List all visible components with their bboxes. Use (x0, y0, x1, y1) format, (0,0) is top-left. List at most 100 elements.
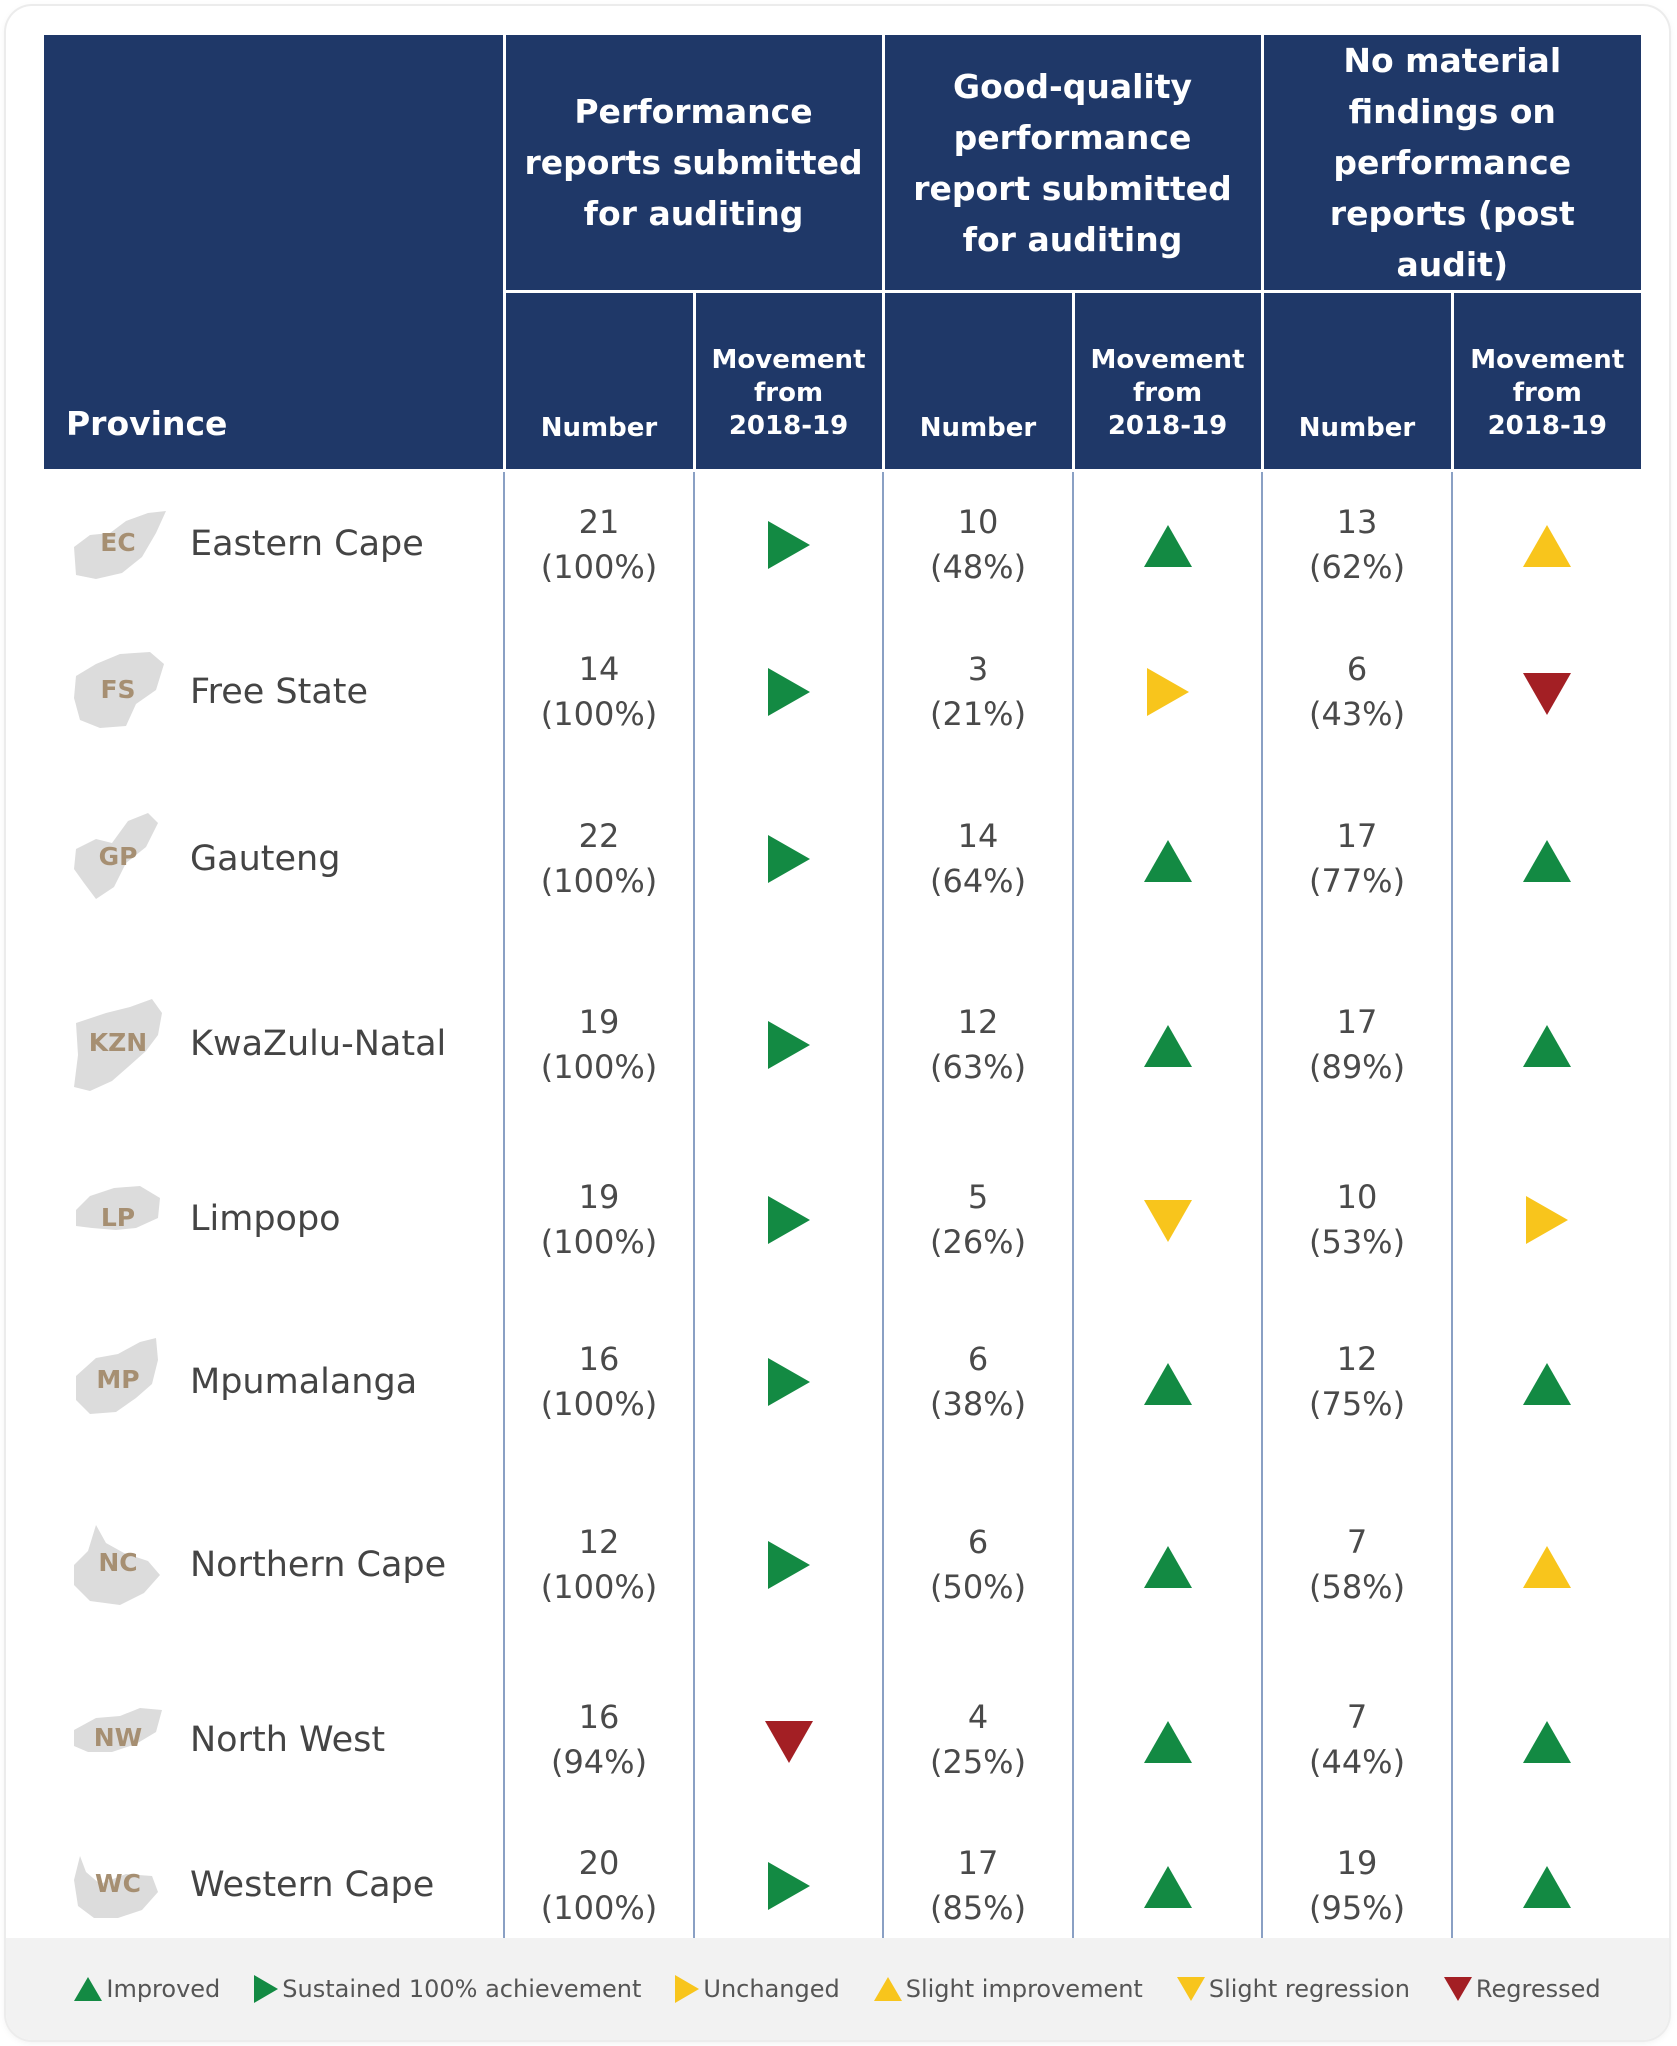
province-map-icon: NC (66, 1515, 170, 1615)
province-cell: NC Northern Cape (44, 1462, 505, 1668)
movement-slight_regression-icon (1143, 1200, 1192, 1242)
number-cell: 17 (85%) (883, 1812, 1075, 1962)
movement-cell (1073, 951, 1264, 1138)
number-header: Number (504, 291, 696, 472)
percent-value: (26%) (929, 1222, 1027, 1261)
movement-improved-icon (1143, 1025, 1192, 1067)
legend-label: Improved (106, 1975, 221, 2003)
movement-cell (694, 1462, 885, 1668)
number-cell: 19 (100%) (504, 1137, 695, 1302)
province-map-icon: NW (66, 1690, 170, 1790)
movement-cell (694, 766, 885, 952)
legend-item-regressed: Regressed (1443, 1975, 1601, 2003)
province-name: Mpumalanga (190, 1361, 418, 1402)
movement-cell (694, 1667, 885, 1813)
count-value: 5 (967, 1177, 989, 1216)
movement-improved-icon (1143, 1545, 1192, 1588)
movement-cell (1452, 1812, 1642, 1962)
movement-sustained-icon (767, 1541, 810, 1589)
movement-cell (694, 470, 885, 618)
province-map-icon: GP (66, 809, 170, 909)
province-cell: WC Western Cape (44, 1812, 505, 1962)
legend-label: Regressed (1475, 1975, 1601, 2003)
province-code: NC (98, 1548, 138, 1577)
movement-cell (1073, 1812, 1264, 1962)
legend-unchanged-icon (675, 1975, 700, 2003)
province-code: GP (98, 842, 138, 871)
count-value: 7 (1346, 1698, 1368, 1736)
movement-cell (1073, 617, 1264, 767)
percent-value: (100%) (540, 1222, 658, 1261)
movement-cell (694, 1812, 885, 1962)
number-cell: 12 (75%) (1262, 1301, 1454, 1463)
movement-cell (1452, 1668, 1641, 1813)
table-row: KZN KwaZulu-Natal 19 (100%) 12 (63%) 17 (89%) (44, 951, 1641, 1138)
province-map-icon: MP (66, 1332, 170, 1432)
number-cell: 5 (26%) (883, 1137, 1075, 1302)
percent-value: (100%) (540, 1568, 658, 1606)
number-cell: 6 (50%) (883, 1462, 1075, 1668)
report-card: Province Performance reports submitted f… (6, 6, 1669, 2040)
number-cell: 13 (62%) (1262, 470, 1454, 618)
movement-regressed-icon (764, 1720, 813, 1763)
number-cell: 7 (58%) (1262, 1462, 1454, 1668)
movement-improved-icon (1143, 1362, 1192, 1405)
table-header: Province Performance reports submitted f… (44, 35, 1642, 472)
number-cell: 7 (44%) (1262, 1667, 1454, 1813)
number-cell: 21 (100%) (504, 470, 695, 618)
province-cell: GP Gauteng (44, 766, 505, 952)
movement-slight_improvement-icon (1523, 1545, 1572, 1588)
number-cell: 22 (100%) (504, 766, 695, 952)
legend-item-slight_improvement: Slight improvement (873, 1975, 1143, 2003)
number-cell: 3 (21%) (883, 617, 1075, 767)
movement-improved-icon (1143, 525, 1192, 568)
count-value: 17 (957, 1843, 999, 1882)
table-row: WC Western Cape 20 (100%) 17 (85%) 19 (95%) (44, 1812, 1642, 1962)
count-value: 6 (967, 1523, 989, 1561)
movement-cell (1452, 1463, 1641, 1668)
number-cell: 6 (43%) (1262, 617, 1454, 767)
legend-label: Unchanged (703, 1975, 840, 2003)
movement-header: Movement from 2018-19 (694, 291, 885, 472)
legend-item-slight_regression: Slight regression (1176, 1975, 1410, 2003)
group-header-submitted: Performance reports submitted for auditi… (504, 35, 885, 293)
count-value: 12 (578, 1523, 620, 1561)
movement-improved-icon (1523, 839, 1572, 882)
count-value: 21 (578, 502, 620, 541)
movement-cell (1073, 1301, 1264, 1463)
province-name: Limpopo (190, 1199, 341, 1239)
movement-sustained-icon (767, 1358, 810, 1406)
movement-sustained-icon (767, 835, 810, 883)
table-row: NC Northern Cape 12 (100%) 6 (50%) 7 (58%) (44, 1462, 1641, 1668)
legend: Improved Sustained 100% achievement Unchan… (6, 1938, 1669, 2040)
table-row: GP Gauteng 22 (100%) 14 (64%) 17 (77%) (44, 766, 1641, 952)
movement-cell (1452, 1302, 1641, 1463)
percent-value: (25%) (929, 1743, 1027, 1781)
count-value: 19 (1336, 1843, 1378, 1882)
percent-value: (100%) (540, 547, 658, 586)
legend-sustained-icon (254, 1975, 279, 2003)
province-name: Gauteng (190, 838, 341, 879)
table-body: EC Eastern Cape 21 (100%) 10 (48%) 13 (62%) FS Fr… (44, 470, 1642, 1962)
movement-sustained-icon (767, 1020, 810, 1069)
movement-sustained-icon (767, 520, 810, 569)
movement-improved-icon (1523, 1362, 1572, 1405)
percent-value: (63%) (929, 1047, 1027, 1086)
percent-value: (94%) (550, 1743, 648, 1781)
movement-improved-icon (1523, 1025, 1572, 1067)
percent-value: (62%) (1308, 547, 1406, 586)
movement-cell (1073, 1462, 1264, 1668)
legend-improved-icon (74, 1977, 103, 2001)
province-cell: MP Mpumalanga (44, 1301, 505, 1463)
province-name: Free State (190, 671, 369, 712)
movement-improved-icon (1143, 1866, 1192, 1909)
movement-cell (694, 1137, 885, 1302)
number-cell: 10 (48%) (883, 470, 1075, 618)
movement-cell (1452, 952, 1641, 1138)
table-row: EC Eastern Cape 21 (100%) 10 (48%) 13 (62%) (44, 470, 1641, 618)
province-code: KZN (88, 1027, 148, 1057)
percent-value: (95%) (1308, 1888, 1406, 1927)
count-value: 6 (1346, 650, 1368, 688)
number-cell: 19 (100%) (504, 951, 695, 1138)
percent-value: (100%) (540, 1047, 658, 1086)
